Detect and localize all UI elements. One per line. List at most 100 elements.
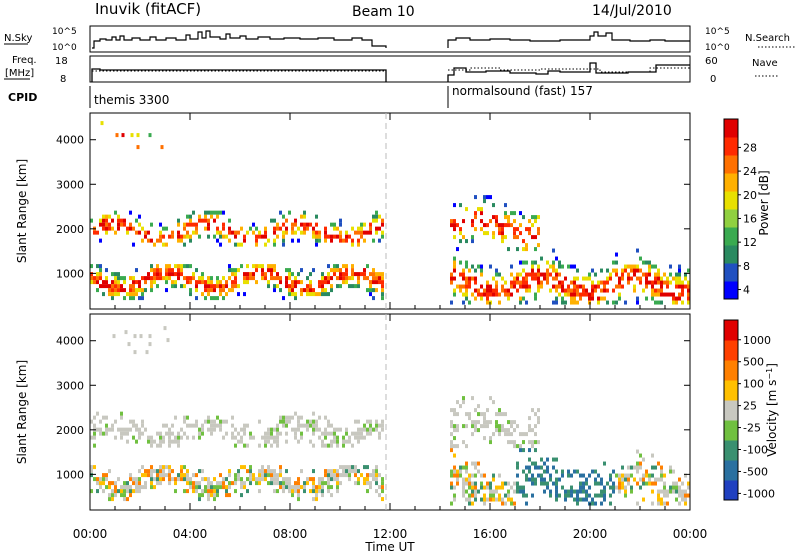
echo-cell (492, 235, 495, 240)
echo-cell (531, 215, 534, 220)
echo-cell (621, 481, 624, 486)
echo-cell (516, 276, 519, 281)
echo-cell (138, 431, 141, 436)
echo-cell (540, 272, 543, 277)
echo-cell (450, 444, 453, 449)
echo-cell (372, 473, 375, 478)
echo-cell (597, 280, 600, 285)
echo-cell (210, 489, 213, 494)
echo-cell (327, 280, 330, 285)
echo-cell (294, 296, 297, 301)
echo-cell (360, 226, 363, 231)
echo-cell (222, 435, 225, 440)
echo-cell (474, 485, 477, 490)
echo-cell (468, 493, 471, 498)
echo-cell (684, 276, 687, 281)
echo-cell (573, 300, 576, 305)
echo-cell (333, 435, 336, 440)
echo-cell (654, 264, 657, 269)
echo-cell (474, 473, 477, 478)
echo-cell (285, 477, 288, 482)
echo-cell (591, 280, 594, 285)
echo-cell (162, 435, 165, 440)
echo-cell (300, 435, 303, 440)
echo-cell (228, 238, 231, 243)
echo-cell (363, 477, 366, 482)
echo-cell (624, 473, 627, 478)
echo-cell (96, 288, 99, 293)
echo-cell (342, 443, 345, 448)
echo-cell (291, 415, 294, 420)
echo-cell (558, 264, 561, 269)
echo-cell (234, 268, 237, 273)
colorbar-swatch (724, 263, 738, 282)
echo-cell (465, 465, 468, 470)
echo-cell (495, 288, 498, 293)
echo-cell (117, 477, 120, 482)
echo-cell (450, 440, 453, 445)
echo-cell (330, 493, 333, 498)
echo-cell (531, 408, 534, 413)
echo-cell (474, 195, 477, 200)
echo-cell (108, 222, 111, 227)
echo-cell (453, 264, 456, 269)
echo-cell (276, 431, 279, 436)
echo-cell (657, 276, 660, 281)
echo-cell (168, 469, 171, 474)
echo-cell (96, 280, 99, 285)
echo-cell (582, 288, 585, 293)
echo-cell (459, 404, 462, 409)
echo-cell (381, 230, 384, 235)
echo-cell (498, 227, 501, 232)
echo-cell (141, 296, 144, 301)
echo-cell (324, 276, 327, 281)
echo-cell (540, 256, 543, 261)
echo-cell (207, 489, 210, 494)
echo-cell (90, 264, 93, 269)
echo-cell (120, 218, 123, 223)
echo-cell (249, 469, 252, 474)
echo-cell (321, 431, 324, 436)
echo-cell (582, 276, 585, 281)
echo-cell (603, 280, 606, 285)
echo-cell (564, 497, 567, 502)
echo-cell (321, 439, 324, 444)
x-tick-label: 20:00 (573, 527, 608, 541)
echo-cell (273, 276, 276, 281)
echo-cell (504, 292, 507, 297)
echo-cell (678, 296, 681, 301)
echo-cell (312, 292, 315, 297)
echo-cell (378, 276, 381, 281)
echo-cell (594, 288, 597, 293)
echo-cell (507, 215, 510, 220)
echo-cell (288, 210, 291, 215)
echo-cell (468, 416, 471, 421)
echo-cell (492, 292, 495, 297)
echo-cell (348, 469, 351, 474)
echo-cell (114, 489, 117, 494)
echo-cell (216, 481, 219, 486)
echo-cell (363, 427, 366, 432)
echo-cell (345, 264, 348, 269)
echo-cell (312, 485, 315, 490)
echo-cell (285, 276, 288, 281)
echo-cell (501, 288, 504, 293)
echo-cell (207, 226, 210, 231)
echo-cell (135, 218, 138, 223)
echo-cell (306, 477, 309, 482)
echo-cell (552, 260, 555, 265)
echo-cell (369, 288, 372, 293)
echo-cell (90, 469, 93, 474)
echo-cell (684, 489, 687, 494)
freq-tick-bottom: 8 (60, 74, 66, 85)
echo-cell (330, 234, 333, 239)
echo-cell (474, 424, 477, 429)
echo-cell (660, 473, 663, 478)
echo-cell (525, 473, 528, 478)
echo-cell (546, 481, 549, 486)
echo-cell (660, 489, 663, 494)
echo-cell (456, 477, 459, 482)
echo-cell (234, 280, 237, 285)
colorbar-swatch (724, 480, 738, 501)
echo-cell (636, 300, 639, 305)
